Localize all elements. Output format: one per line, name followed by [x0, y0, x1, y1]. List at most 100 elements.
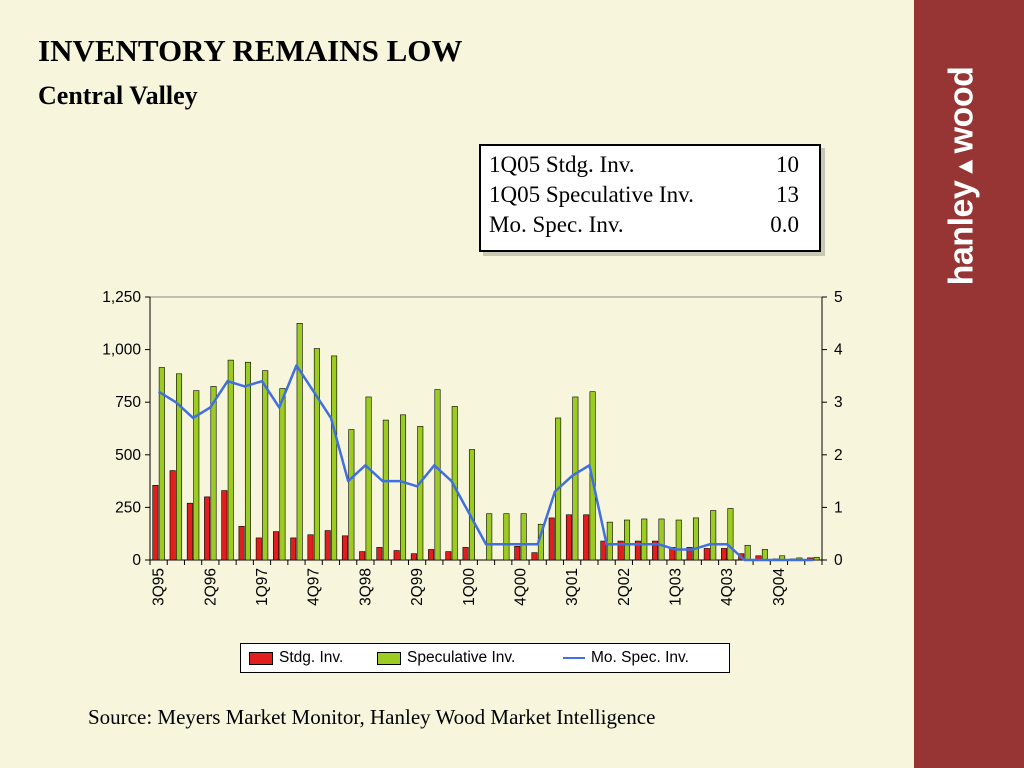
bar-speculative: [348, 429, 355, 561]
bar-speculative: [641, 518, 648, 561]
bar-stdg: [290, 537, 297, 561]
bar-stdg: [410, 553, 417, 561]
x-tick-label: 1Q97: [254, 568, 271, 606]
bar-speculative: [417, 426, 424, 561]
source-note: Source: Meyers Market Monitor, Hanley Wo…: [88, 705, 656, 729]
bar-speculative: [313, 348, 320, 561]
x-tick-label: 3Q98: [357, 568, 374, 606]
bar-speculative: [193, 390, 200, 561]
legend-label: Speculative Inv.: [407, 649, 516, 666]
bar-stdg: [445, 551, 452, 561]
bar-stdg: [307, 534, 314, 561]
bar-speculative: [262, 370, 269, 561]
y2-tick-label: 2: [834, 447, 843, 464]
stat-label: Mo. Spec. Inv.: [489, 212, 624, 237]
bar-stdg: [428, 549, 435, 561]
bar-stdg: [617, 540, 624, 561]
logo-word-right: wood: [942, 66, 981, 154]
y-tick-label: 500: [115, 447, 141, 464]
bar-speculative: [520, 513, 527, 561]
logo-triangle-icon: ▲: [951, 155, 979, 179]
bar-speculative: [244, 361, 251, 561]
bar-speculative: [176, 373, 183, 561]
bar-speculative: [486, 513, 493, 561]
x-tick-label: 2Q99: [409, 568, 426, 606]
bar-stdg: [634, 540, 641, 561]
y2-tick-label: 3: [834, 394, 843, 411]
bar-speculative: [468, 449, 475, 561]
stat-value: 13: [776, 182, 799, 207]
stat-value: 10: [776, 152, 799, 177]
x-tick-label: 4Q97: [306, 568, 323, 606]
x-tick-label: 4Q03: [719, 568, 736, 606]
legend-line-mo-spec: [563, 657, 585, 659]
bar-stdg: [221, 490, 228, 561]
bar-stdg: [583, 514, 590, 561]
logo-word-left: hanley: [942, 180, 981, 286]
bar-stdg: [703, 548, 710, 561]
bar-speculative: [658, 518, 665, 561]
bar-speculative: [434, 389, 441, 561]
bar-stdg: [186, 502, 193, 561]
stat-label: 1Q05 Stdg. Inv.: [489, 152, 635, 177]
bar-stdg: [152, 485, 159, 561]
bar-stdg: [204, 496, 211, 561]
bar-speculative: [331, 355, 338, 561]
y2-tick-label: 0: [834, 552, 843, 569]
stat-label: 1Q05 Speculative Inv.: [489, 182, 694, 207]
x-tick-label: 2Q02: [616, 568, 633, 606]
bar-speculative: [158, 367, 165, 561]
legend-label: Stdg. Inv.: [279, 649, 344, 666]
line-mo-spec: [157, 364, 814, 562]
chart-legend: Stdg. Inv. Speculative Inv. Mo. Spec. In…: [240, 643, 730, 673]
bar-stdg: [359, 551, 366, 561]
bar-stdg: [514, 546, 521, 561]
legend-label: Mo. Spec. Inv.: [591, 649, 689, 666]
x-tick-label: 1Q03: [668, 568, 685, 606]
bar-stdg: [341, 535, 348, 561]
y2-tick-label: 1: [834, 499, 843, 516]
bar-stdg: [238, 526, 245, 561]
bar-stdg: [462, 547, 469, 561]
bar-stdg: [169, 470, 176, 561]
x-tick-label: 3Q01: [564, 568, 581, 606]
y-tick-label: 1,250: [102, 289, 141, 306]
x-tick-label: 4Q00: [512, 568, 529, 606]
bar-speculative: [227, 359, 234, 561]
y-tick-label: 750: [115, 394, 141, 411]
legend-item-stdg: Stdg. Inv.: [249, 649, 343, 667]
inventory-chart: 0 250 500 750 1,000 1,250 0 1 2 3 4 5 3Q95 2Q96 1Q97 4Q…: [102, 289, 843, 606]
bar-speculative: [727, 508, 734, 561]
bar-speculative: [813, 556, 820, 561]
inventory-stats-box: 1Q05 Stdg. Inv. 10 1Q05 Speculative Inv.…: [479, 144, 821, 252]
stat-row: 1Q05 Speculative Inv. 13: [489, 182, 799, 212]
bar-stdg: [531, 552, 538, 561]
brand-band: [914, 0, 1024, 768]
legend-swatch-stdg: [249, 651, 273, 665]
legend-item-mo-spec: Mo. Spec. Inv.: [563, 649, 689, 667]
bar-stdg: [393, 550, 400, 561]
bar-speculative: [692, 517, 699, 561]
bar-stdg: [273, 531, 280, 561]
bar-stdg: [565, 514, 572, 561]
stat-value: 0.0: [770, 212, 799, 237]
bar-stdg: [600, 540, 607, 561]
y-tick-label: 250: [115, 499, 141, 516]
bar-speculative: [296, 322, 303, 561]
x-tick-label: 1Q00: [461, 568, 478, 606]
bar-stdg: [548, 517, 555, 561]
bar-speculative: [710, 510, 717, 561]
bar-speculative: [572, 396, 579, 561]
legend-swatch-speculative: [377, 651, 401, 665]
legend-item-speculative: Speculative Inv.: [377, 649, 515, 667]
bar-speculative: [382, 419, 389, 561]
y2-tick-label: 4: [834, 342, 843, 359]
bar-speculative: [503, 513, 510, 561]
bar-speculative: [279, 388, 286, 561]
stat-row: 1Q05 Stdg. Inv. 10: [489, 152, 799, 182]
bar-speculative: [400, 414, 407, 561]
x-tick-label: 3Q95: [151, 568, 168, 606]
y2-tick-label: 5: [834, 289, 843, 306]
bar-speculative: [744, 544, 751, 561]
bar-speculative: [675, 519, 682, 561]
